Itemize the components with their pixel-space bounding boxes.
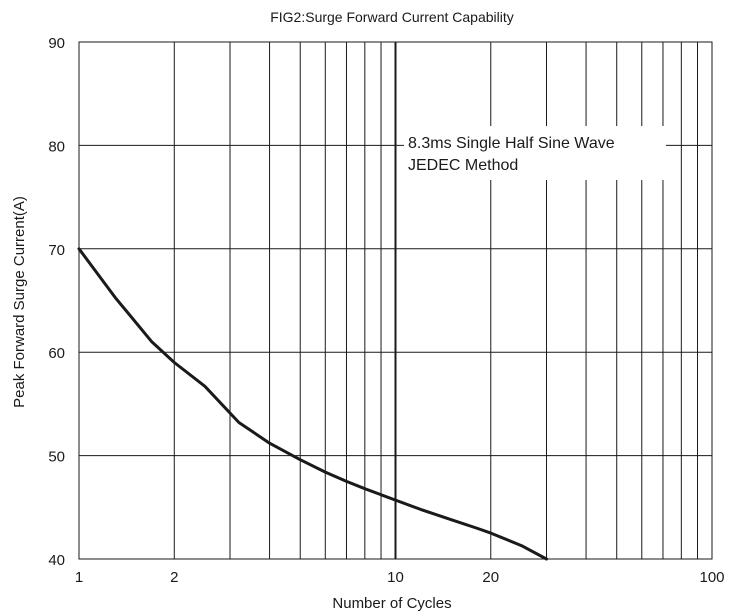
- x-tick-label: 100: [699, 569, 724, 586]
- x-tick-label: 20: [482, 569, 499, 586]
- y-tick-labels: 40 50 60 70 80 90: [48, 35, 65, 569]
- grid: [79, 42, 712, 559]
- x-tick-label: 1: [75, 569, 83, 586]
- plot-frame: [78, 41, 713, 560]
- x-tick-label: 10: [387, 569, 404, 586]
- chart-title: FIG2:Surge Forward Current Capability: [270, 9, 514, 25]
- y-axis-label: Peak Forward Surge Current(A): [11, 196, 28, 408]
- y-tick-label: 60: [48, 345, 65, 362]
- x-axis-label: Number of Cycles: [332, 595, 451, 612]
- series-line: [77, 247, 548, 561]
- x-tick-label: 2: [170, 569, 178, 586]
- y-tick-label: 40: [48, 552, 65, 569]
- y-tick-label: 50: [48, 449, 65, 466]
- y-tick-label: 70: [48, 242, 65, 259]
- y-tick-label: 90: [48, 35, 65, 52]
- x-tick-labels: 1 2 10 20 100: [75, 569, 725, 586]
- annotation-box: [404, 126, 666, 180]
- annotation-line-1: 8.3ms Single Half Sine Wave: [408, 135, 615, 152]
- annotation-line-2: JEDEC Method: [408, 157, 518, 174]
- y-tick-label: 80: [48, 138, 65, 155]
